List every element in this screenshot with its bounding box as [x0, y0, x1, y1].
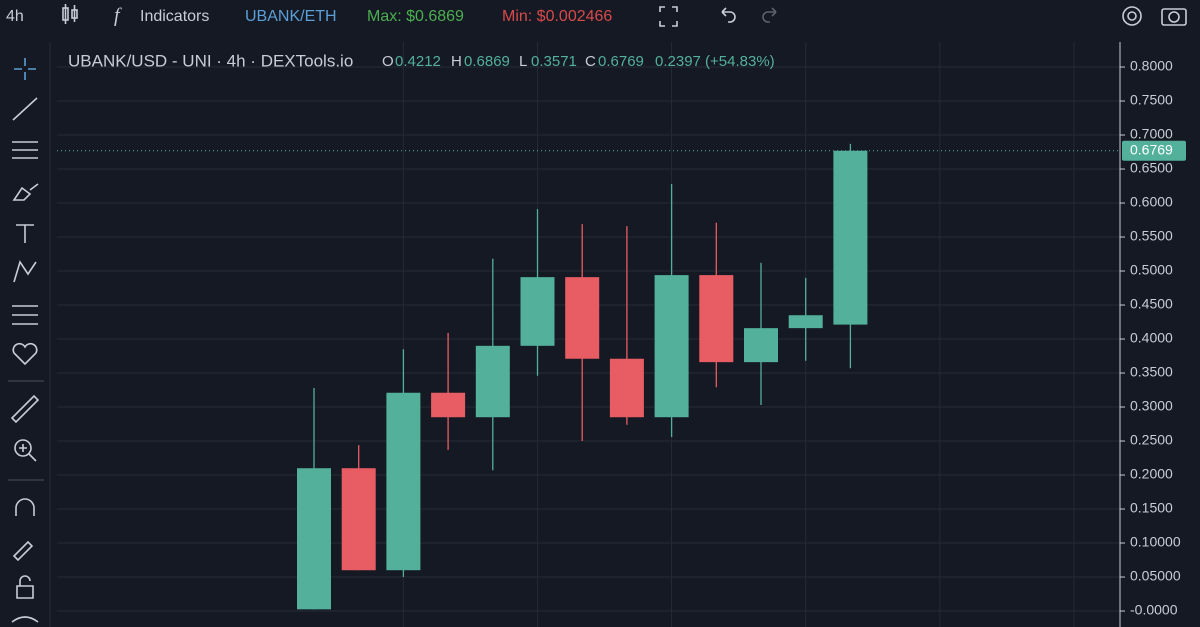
top-toolbar: 4h f Indicators UBANK/ETH Max: $0.6869 M…	[6, 4, 1187, 27]
candle-body	[833, 150, 868, 325]
y-tick-label: 0.3000	[1130, 398, 1173, 414]
y-tick-label: 0.2000	[1130, 466, 1173, 482]
candle-body	[565, 277, 600, 359]
candle-body	[475, 345, 510, 418]
ohlc-letter: C	[585, 53, 596, 70]
y-tick-label: 0.1500	[1130, 500, 1173, 516]
fullscreen-icon[interactable]	[659, 6, 678, 27]
eye-icon[interactable]	[11, 616, 39, 623]
candle-body	[654, 275, 689, 418]
ohlc-letter: H	[451, 53, 462, 70]
last-price-tag	[1122, 140, 1186, 161]
chart-title: UBANK/USD - UNI · 4h · DEXTools.io	[68, 51, 353, 70]
y-tick-label: 0.4000	[1130, 330, 1173, 346]
change: 0.2397 (+54.83%)	[655, 53, 775, 70]
redo-icon	[762, 7, 777, 23]
crosshair-icon[interactable]	[14, 58, 36, 80]
candle-body	[699, 275, 734, 363]
candle-body	[609, 358, 644, 418]
candle-body	[341, 468, 376, 571]
plot-area	[57, 42, 1120, 627]
lock-draw-icon[interactable]	[12, 540, 34, 562]
favorite-icon[interactable]	[12, 342, 38, 366]
candle-body	[386, 392, 421, 571]
ohlc-value: 0.6869	[464, 53, 510, 70]
camera-icon[interactable]	[1161, 8, 1187, 26]
y-tick-label: 0.2500	[1130, 432, 1173, 448]
max: Max: $0.6869	[367, 8, 464, 25]
ohlc-letter: L	[519, 53, 527, 70]
y-tick-label: 0.7000	[1130, 126, 1173, 142]
pattern-icon[interactable]	[13, 260, 37, 283]
magnet-icon[interactable]	[15, 498, 35, 516]
candle-body	[431, 392, 466, 418]
y-tick-label: 0.6500	[1130, 160, 1173, 176]
pair[interactable]: UBANK/ETH	[245, 8, 337, 25]
lines-icon[interactable]	[12, 141, 38, 159]
legend: UBANK/USD - UNI · 4h · DEXTools.io O 0.4…	[68, 51, 775, 70]
candle-body	[297, 468, 331, 610]
line-icon[interactable]	[12, 97, 38, 121]
ohlc-value: 0.6769	[598, 53, 644, 70]
left-toolbar	[8, 58, 44, 623]
candle-body	[520, 277, 555, 346]
y-tick-label: -0.0000	[1130, 602, 1178, 618]
candle-body	[744, 328, 778, 363]
settings-icon[interactable]	[1122, 6, 1142, 26]
candle-icon[interactable]	[62, 4, 78, 24]
unlock-icon[interactable]	[16, 575, 34, 599]
y-tick-label: 0.6000	[1130, 194, 1173, 210]
indicators[interactable]: Indicators	[140, 8, 209, 25]
undo-icon[interactable]	[721, 7, 736, 23]
ohlc-value: 0.4212	[395, 53, 441, 70]
zoom-icon[interactable]	[14, 439, 32, 457]
text-icon[interactable]	[16, 224, 34, 243]
ruler-icon[interactable]	[10, 394, 40, 424]
y-tick-label: 0.4500	[1130, 296, 1173, 312]
min: Min: $0.002466	[502, 8, 612, 25]
last-price-label: 0.6769	[1130, 141, 1173, 157]
y-tick-label: 0.10000	[1130, 534, 1181, 550]
y-tick-label: 0.8000	[1130, 58, 1173, 74]
y-tick-label: 0.3500	[1130, 364, 1173, 380]
ohlc-letter: O	[382, 53, 394, 70]
interval[interactable]: 4h	[6, 8, 24, 25]
y-tick-label: 0.5500	[1130, 228, 1173, 244]
y-tick-label: 0.05000	[1130, 568, 1181, 584]
ohlc-value: 0.3571	[531, 53, 577, 70]
brush-icon[interactable]	[12, 183, 39, 201]
fib-icon[interactable]	[12, 305, 38, 325]
y-tick-label: 0.5000	[1130, 262, 1173, 278]
y-tick-label: 0.7500	[1130, 92, 1173, 108]
candle-body	[788, 315, 823, 329]
fx-icon[interactable]: f	[114, 5, 122, 27]
